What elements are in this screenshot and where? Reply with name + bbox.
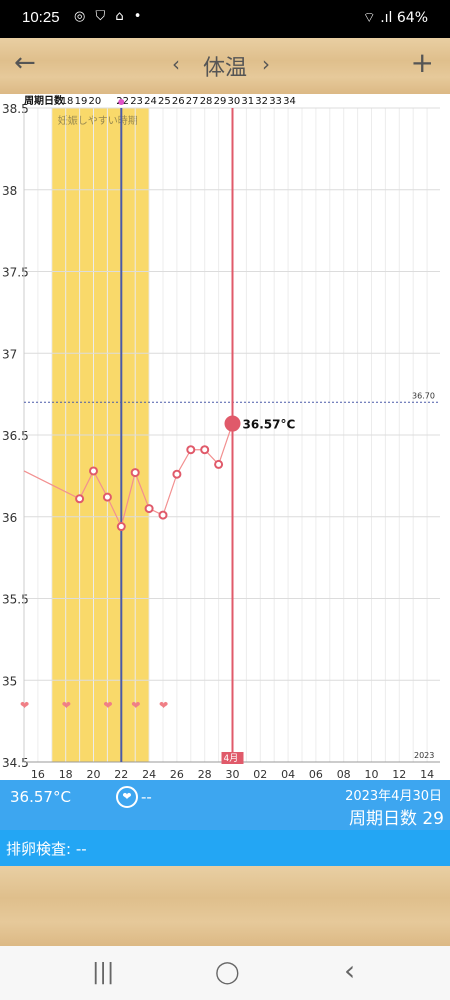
x-tick-label: 20 [87,768,101,780]
y-tick-label: 37 [2,347,17,361]
temperature-point [144,504,154,514]
cycle-day-number: 28 [200,96,213,107]
intercourse-heart-icon: ❤ [103,699,112,712]
selected-temperature-point [224,415,241,432]
cycle-day-number: 25 [158,96,171,107]
cycle-day: 周期日数 29 [348,809,444,829]
cycle-day-number: 33 [269,96,282,107]
signal-icon: ⌔ .ıl [362,10,393,26]
cycle-day-number: 31 [241,96,254,107]
x-tick-label: 24 [142,768,156,780]
temperature-point [214,459,224,469]
x-tick-label: 04 [281,768,295,780]
x-tick-label: 02 [253,768,267,780]
clock: 10:25 [22,9,60,26]
y-tick-label: 38.5 [2,102,29,116]
x-tick-label: 28 [198,768,212,780]
temperature-chart[interactable]: 妊娠しやすい時期 38.5 38 37.5 37 36.5 36 35.5 35 34.5 36.7… [0,94,450,781]
x-tick-label: 16 [31,768,45,780]
fertile-window-label: 妊娠しやすい時期 [58,114,138,127]
month-label-bg [221,752,244,764]
system-status: ⌔ .ıl 64% [363,9,428,27]
x-tick-label: 30 [226,768,240,780]
temperature-point [200,445,210,455]
app-header: ← 体温 ‹ › + [0,38,450,94]
cycle-day-number: 18 [61,96,74,107]
recent-apps-button[interactable]: ||| [92,960,115,985]
y-tick-label: 36.5 [2,429,29,443]
selected-date: 2023年4月30日 [345,789,442,804]
battery-level: 64% [396,10,428,26]
cycle-day-number: 30 [228,96,241,107]
add-button[interactable]: + [410,46,434,79]
temperature-point [172,469,182,479]
info-bar: 36.57°C ❤ -- 2023年4月30日 周期日数 29 [0,780,450,830]
cycle-day-number: 32 [255,96,268,107]
bottom-wood-panel [0,866,450,946]
ovulation-test-label: 排卵検査: -- [6,840,87,858]
cycle-day-number: 19 [75,96,88,107]
cycle-day-number: 34 [283,96,296,107]
temperature-chart-area[interactable]: 妊娠しやすい時期 38.5 38 37.5 37 36.5 36 35.5 35 34.5 36.7… [0,94,450,781]
year-label: 2023 [414,751,434,760]
cycle-day-number: 23 [130,96,143,107]
cycle-day-number: 27 [186,96,199,107]
x-tick-label: 08 [337,768,351,780]
selected-temperature-label: 36.57°C [243,418,296,432]
cycle-day-number: 24 [144,96,157,107]
prev-chevron-icon[interactable]: ‹ [172,52,180,76]
x-tick-label: 12 [392,768,406,780]
notification-icons: ◎ ⛉ ⌂ • [74,9,145,24]
back-button[interactable]: ‹ [344,954,356,987]
cycle-day-number: 20 [89,96,102,107]
system-nav-bar: ||| ◯ ‹ [0,946,450,1000]
ovulation-test-bar[interactable]: 排卵検査: -- [0,830,450,866]
temperature-point [158,510,168,520]
cycle-day-label: 周期日数 [24,94,65,107]
temperature-point [102,492,112,502]
intercourse-heart-icon: ❤ [62,699,71,712]
intercourse-heart-icon: ❤ [20,699,29,712]
y-tick-label: 37.5 [2,266,29,280]
cycle-day-number: 29 [214,96,227,107]
status-bar: 10:25 ◎ ⛉ ⌂ • ⌔ .ıl 64% [0,0,450,38]
x-tick-label: 14 [420,768,434,780]
intercourse-value: -- [141,788,152,806]
home-button[interactable]: ◯ [215,960,240,985]
reference-line-label: 36.70 [412,391,435,400]
y-tick-label: 36 [2,511,17,525]
current-temperature: 36.57°C [10,788,71,806]
intercourse-heart-icon: ❤ [159,699,168,712]
period-marker-dot [118,99,125,105]
y-tick-label: 35.5 [2,593,29,607]
y-tick-label: 35 [2,674,17,688]
temperature-point [186,445,196,455]
heart-icon[interactable]: ❤ [116,786,138,808]
cycle-day-number: 26 [172,96,185,107]
y-tick-label: 34.5 [2,756,29,770]
intercourse-heart-icon: ❤ [131,699,140,712]
y-tick-label: 38 [2,184,17,198]
x-tick-label: 26 [170,768,184,780]
x-tick-label: 10 [365,768,379,780]
temperature-point [116,522,126,532]
page-title: 体温 [202,56,247,81]
temperature-point [130,468,140,478]
x-tick-label: 18 [59,768,73,780]
x-tick-label: 22 [114,768,128,780]
x-tick-label: 06 [309,768,323,780]
next-chevron-icon[interactable]: › [262,52,270,76]
month-label: 4月 [224,753,239,764]
temperature-point [89,466,98,476]
back-arrow-icon[interactable]: ← [14,48,36,78]
temperature-point [75,494,85,504]
